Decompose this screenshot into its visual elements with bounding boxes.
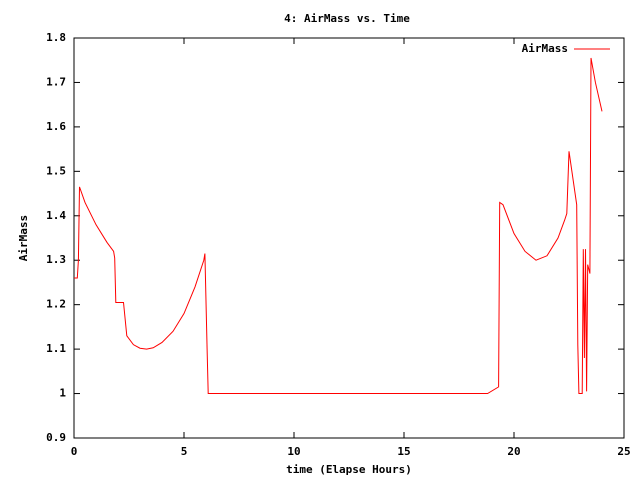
legend-label: AirMass	[522, 42, 568, 55]
y-tick-label: 1.5	[46, 164, 66, 177]
y-tick-label: 1.3	[46, 253, 66, 266]
y-axis-label: AirMass	[17, 215, 30, 261]
y-tick-label: 1.2	[46, 298, 66, 311]
plot-border	[73, 37, 625, 439]
x-tick-label: 25	[617, 445, 630, 458]
y-tick-label: 1.1	[46, 342, 66, 355]
y-tick-label: 1.8	[46, 31, 66, 44]
y-tick-label: 1	[59, 387, 66, 400]
x-tick-label: 0	[71, 445, 78, 458]
x-tick-label: 15	[397, 445, 410, 458]
y-tick-label: 1.7	[46, 75, 66, 88]
x-axis-label: time (Elapse Hours)	[286, 463, 412, 476]
y-tick-label: 1.6	[46, 120, 66, 133]
data-line	[74, 57, 603, 395]
y-tick-label: 0.9	[46, 431, 66, 444]
x-tick-label: 5	[181, 445, 188, 458]
chart-title: 4: AirMass vs. Time	[284, 12, 410, 25]
x-tick-label: 20	[507, 445, 520, 458]
x-tick-label: 10	[287, 445, 300, 458]
y-tick-label: 1.4	[46, 209, 66, 222]
